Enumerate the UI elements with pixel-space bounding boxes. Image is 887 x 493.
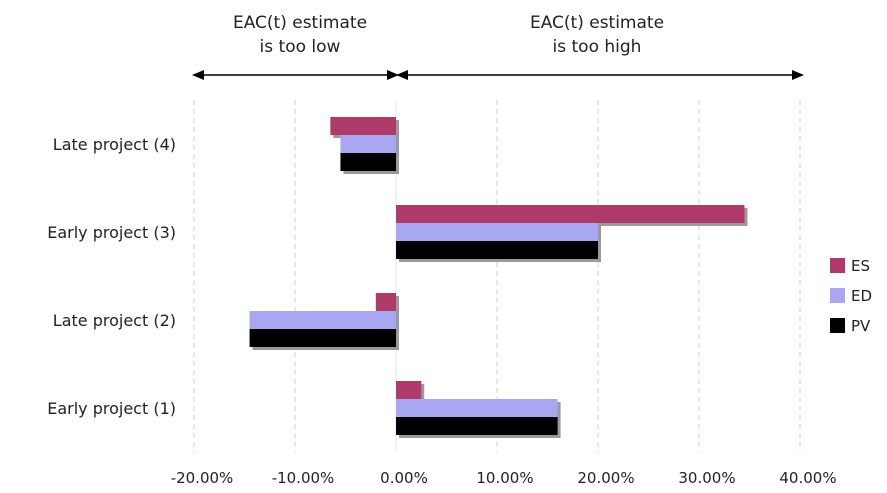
x-tick-label: 0.00% [380,469,428,487]
legend-swatch-ed [830,288,845,303]
legend-swatch-pv [830,318,845,333]
bar-es [396,205,745,223]
arrow-too-high [396,70,804,80]
bar-pv [396,417,558,435]
annotation-too-low-line1: EAC(t) estimate [233,13,367,33]
annotation-too-high-line1: EAC(t) estimate [530,13,664,33]
category-label: Early project (3) [47,223,176,242]
category-label: Late project (4) [53,135,176,154]
category-labels: Early project (1) Late project (2) Early p… [47,135,176,418]
bar-ed [396,223,598,241]
bar-es [330,117,396,135]
x-tick-label: 10.00% [476,469,533,487]
annotation-too-high: EAC(t) estimate is too high [530,13,664,57]
legend-label-ed: ED [851,287,872,305]
annotation-too-low: EAC(t) estimate is too low [233,13,367,57]
bar-ed [396,399,558,417]
bar-pv [249,329,396,347]
gridlines [193,100,801,452]
category-label: Late project (2) [53,311,176,330]
bar-pv [396,241,598,259]
x-tick-label: -10.00% [272,469,335,487]
x-tick-label: 20.00% [577,469,634,487]
legend-label-pv: PV [851,317,871,335]
bar-pv [340,153,396,171]
annotation-too-high-line2: is too high [553,37,642,57]
bar-es [396,381,422,399]
bar-ed [249,311,396,329]
bar-ed [340,135,396,153]
bar-es [375,293,396,311]
legend-swatch-es [830,258,845,273]
x-tick-label: -20.00% [171,469,234,487]
x-tick-label: 30.00% [678,469,735,487]
arrow-too-low [192,70,399,80]
legend: ES ED PV [830,257,872,335]
x-tick-labels: -20.00% -10.00% 0.00% 10.00% 20.00% 30.00% 40.… [171,469,837,487]
x-tick-label: 40.00% [779,469,836,487]
category-label: Early project (1) [47,399,176,418]
annotation-too-low-line2: is too low [260,37,341,57]
legend-label-es: ES [851,257,870,275]
bars [249,117,748,438]
